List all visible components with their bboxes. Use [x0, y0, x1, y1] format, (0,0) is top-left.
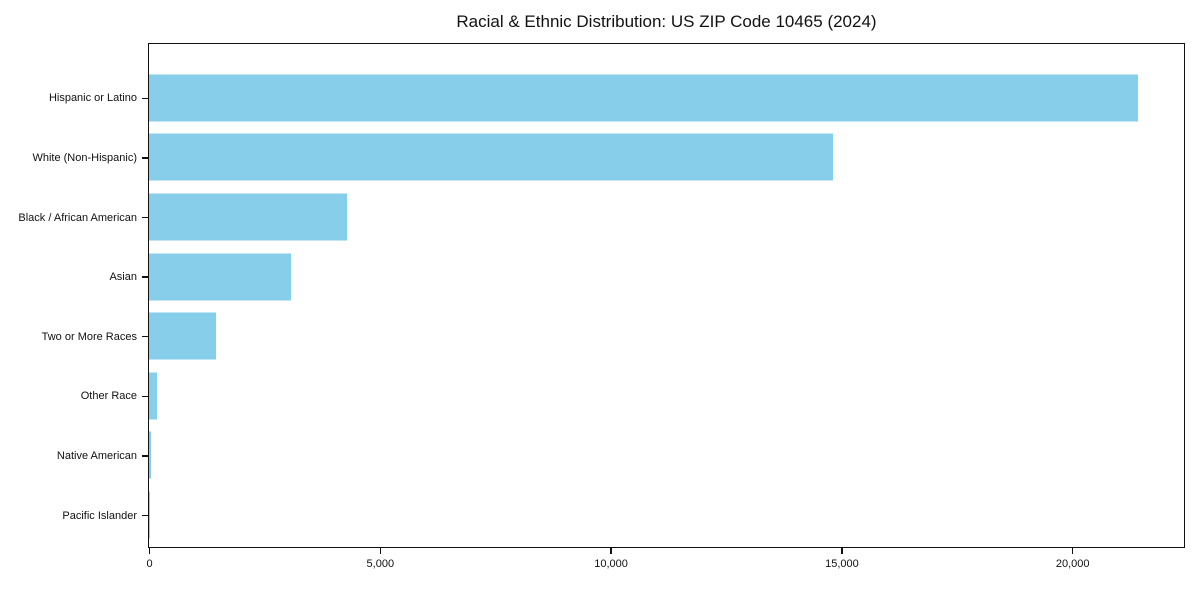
y-tick-label: Two or More Races	[41, 330, 137, 343]
x-tick-label: 15,000	[825, 558, 859, 570]
y-tick-label: Asian	[109, 271, 137, 284]
bar-white-non-hispanic	[149, 133, 833, 181]
y-tick-label: Pacific Islander	[62, 509, 137, 522]
bar-asian	[149, 253, 292, 301]
bar-other-race	[149, 372, 157, 420]
y-tick-mark	[142, 514, 148, 517]
x-tick-label: 0	[146, 558, 153, 570]
bar-two-or-more-races	[149, 312, 217, 360]
bar-hispanic-or-latino	[149, 74, 1138, 122]
y-tick-label: Other Race	[80, 390, 137, 403]
bar-row	[149, 485, 1184, 545]
chart-title: Racial & Ethnic Distribution: US ZIP Cod…	[456, 12, 877, 31]
x-tick-mark	[841, 548, 843, 554]
bar-row	[149, 247, 1184, 307]
y-tick-mark	[142, 335, 148, 338]
bar-row	[149, 128, 1184, 188]
x-tick-mark	[610, 548, 612, 554]
y-tick-mark	[142, 395, 148, 398]
bar-row	[149, 187, 1184, 247]
y-tick-mark	[142, 157, 148, 159]
bar-row	[149, 306, 1184, 366]
y-tick-label: Native American	[56, 449, 137, 462]
y-tick-label: White (Non-Hispanic)	[32, 151, 137, 164]
y-tick-mark	[142, 455, 148, 457]
y-tick-label: Hispanic or Latino	[48, 92, 137, 105]
x-tick-label: 20,000	[1055, 558, 1090, 570]
bar-native-american	[149, 431, 151, 479]
bar-row	[149, 366, 1184, 426]
x-tick-mark	[379, 548, 382, 554]
bar-black-african-american	[149, 193, 347, 241]
x-tick-mark	[148, 548, 151, 554]
x-tick-label: 10,000	[594, 558, 628, 570]
y-tick-label: Black / African American	[18, 211, 137, 224]
y-tick-mark	[142, 276, 148, 278]
x-tick-mark	[1071, 548, 1074, 554]
y-tick-mark	[142, 97, 148, 100]
bar-row	[149, 426, 1184, 486]
y-tick-mark	[142, 216, 148, 219]
plot-area	[148, 43, 1185, 548]
bar-row	[149, 68, 1184, 128]
x-tick-label: 5,000	[366, 558, 395, 570]
